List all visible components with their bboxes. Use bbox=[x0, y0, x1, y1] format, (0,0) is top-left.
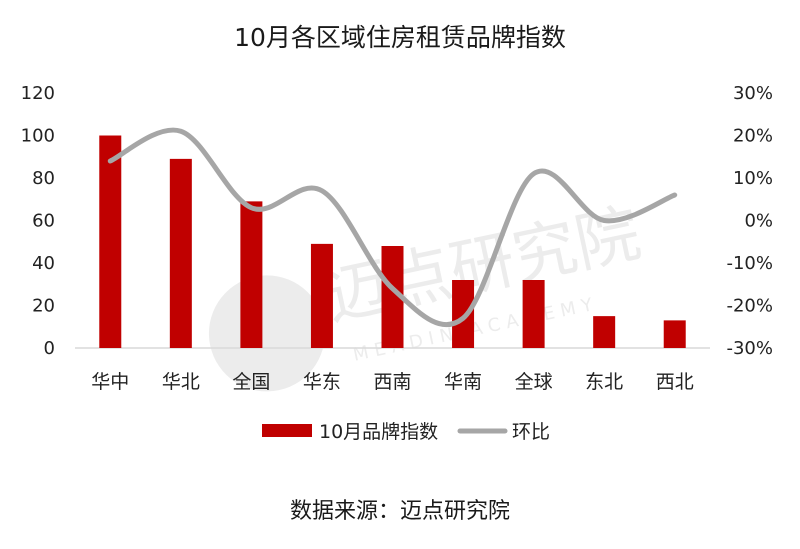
legend-label-bar: 10月品牌指数 bbox=[319, 421, 438, 443]
x-tick-label: 华南 bbox=[444, 371, 482, 393]
y-left-tick-label: 40 bbox=[32, 253, 55, 274]
y-left-tick-label: 0 bbox=[44, 338, 55, 359]
bar-全球 bbox=[522, 280, 545, 348]
bar-东北 bbox=[593, 316, 616, 348]
y-right-tick-label: -10% bbox=[726, 253, 773, 274]
y-left-tick-label: 20 bbox=[32, 296, 55, 317]
x-tick-label: 华北 bbox=[162, 371, 200, 393]
x-tick-label: 华东 bbox=[303, 371, 341, 393]
y-right-tick-label: -30% bbox=[726, 338, 773, 359]
y-right-axis: -30% -20% -10% 0% 10% 20% 30% bbox=[726, 83, 773, 359]
watermark-logo-icon bbox=[208, 275, 325, 392]
y-left-tick-label: 80 bbox=[32, 168, 55, 189]
x-tick-label: 全球 bbox=[515, 371, 553, 393]
legend-swatch-bar bbox=[262, 424, 312, 437]
x-tick-label: 西南 bbox=[373, 371, 411, 393]
y-right-tick-label: -20% bbox=[726, 296, 773, 317]
bar-全国 bbox=[240, 201, 263, 348]
y-right-tick-label: 10% bbox=[733, 168, 773, 189]
y-right-tick-label: 30% bbox=[733, 83, 773, 104]
y-left-axis: 0 20 40 60 80 100 120 bbox=[21, 83, 55, 359]
x-tick-label: 华中 bbox=[91, 371, 129, 393]
y-right-tick-label: 20% bbox=[733, 126, 773, 147]
x-axis-labels: 华中 华北 全国 华东 西南 华南 全球 东北 西北 bbox=[91, 371, 693, 393]
x-tick-label: 西北 bbox=[656, 371, 694, 393]
legend-label-line: 环比 bbox=[512, 421, 550, 443]
source-text: 数据来源：迈点研究院 bbox=[289, 499, 510, 524]
line-series bbox=[107, 127, 678, 328]
chart-title: 10月各区域住房租赁品牌指数 bbox=[234, 23, 566, 52]
bar-华南 bbox=[452, 280, 475, 348]
y-left-tick-label: 100 bbox=[21, 126, 55, 147]
y-left-tick-label: 60 bbox=[32, 211, 55, 232]
x-tick-label: 东北 bbox=[585, 371, 623, 393]
y-right-tick-label: 0% bbox=[744, 211, 773, 232]
legend: 10月品牌指数 环比 bbox=[262, 421, 550, 443]
bar-series bbox=[99, 135, 686, 348]
bar-西南 bbox=[381, 246, 404, 348]
bar-华中 bbox=[99, 135, 122, 348]
bar-西北 bbox=[663, 320, 686, 348]
bar-华东 bbox=[310, 243, 333, 348]
x-tick-label: 全国 bbox=[232, 371, 270, 393]
y-left-tick-label: 120 bbox=[21, 83, 55, 104]
bar-华北 bbox=[169, 158, 192, 348]
